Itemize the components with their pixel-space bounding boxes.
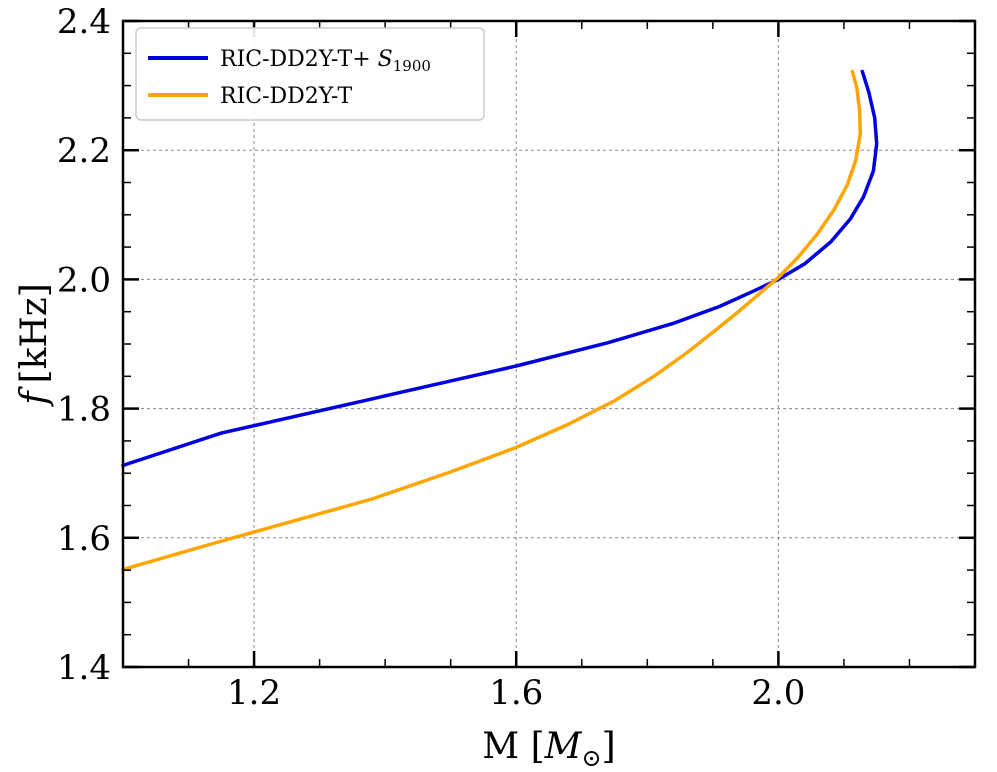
y-tick-label: 2.0 bbox=[57, 260, 111, 300]
series-line-ric-dd2y-t-s1900 bbox=[121, 69, 879, 468]
legend-label-subscript: 1900 bbox=[393, 57, 431, 75]
x-axis-label: M [M⊙] bbox=[482, 726, 615, 772]
legend-label-ric-dd2y-t: RIC-DD2Y-T bbox=[220, 84, 353, 109]
plot-frame bbox=[121, 19, 977, 669]
y-tick-label: 1.4 bbox=[57, 648, 111, 688]
series-line-ric-dd2y-t bbox=[121, 69, 863, 572]
grid-lines bbox=[123, 21, 975, 667]
legend-label-ric-dd2y-t-s1900: RIC-DD2Y-T+ S1900 bbox=[220, 47, 431, 75]
y-axis-label-unit: [kHz] bbox=[14, 283, 55, 383]
y-tick-label: 2.4 bbox=[57, 2, 111, 42]
tick-labels: 1.2 1.6 2.0 1.4 1.6 1.8 2.0 2.2 2.4 bbox=[57, 2, 806, 713]
series-lines bbox=[121, 69, 879, 572]
x-axis-label-end: ] bbox=[602, 726, 616, 767]
x-axis-label-symbol: M bbox=[544, 726, 583, 767]
y-tick-label: 1.6 bbox=[57, 519, 111, 559]
x-axis-label-subscript: ⊙ bbox=[582, 744, 602, 772]
legend-label-symbol: S bbox=[378, 47, 393, 72]
x-tick-label: 1.6 bbox=[489, 673, 543, 713]
y-axis-label: f [kHz] bbox=[14, 283, 55, 408]
y-axis-label-f: f bbox=[14, 386, 55, 408]
legend-label-main: RIC-DD2Y-T+ bbox=[220, 47, 378, 72]
y-tick-label: 1.8 bbox=[57, 390, 111, 430]
x-tick-label: 2.0 bbox=[751, 673, 805, 713]
x-tick-label: 1.2 bbox=[227, 673, 281, 713]
legend: RIC-DD2Y-T+ S1900 RIC-DD2Y-T bbox=[135, 27, 485, 121]
legend-box bbox=[135, 27, 485, 121]
x-axis-label-main: M [ bbox=[482, 726, 544, 767]
y-tick-label: 2.2 bbox=[57, 131, 111, 171]
